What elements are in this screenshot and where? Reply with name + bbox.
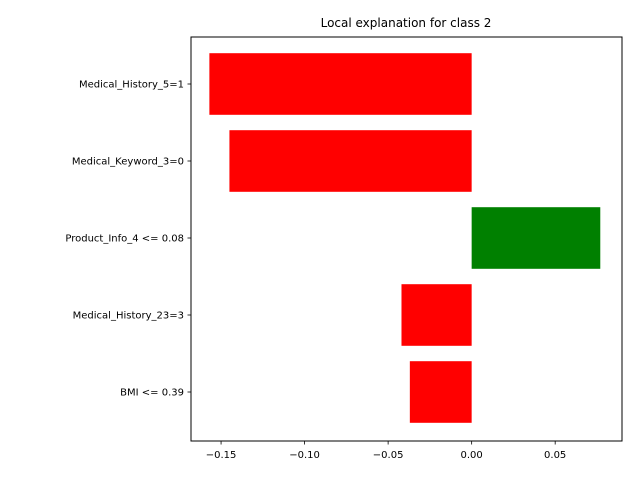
x-tick-label-0: −0.15: [206, 450, 237, 461]
y-tick-label-4: BMI <= 0.39: [120, 388, 184, 399]
x-tick-label-4: 0.05: [544, 450, 566, 461]
bars-group: [209, 53, 601, 423]
x-tick-label-3: 0.00: [461, 450, 483, 461]
bar-3: [401, 284, 472, 346]
y-ticks-group: Medical_History_5=1 Medical_Keyword_3=0 Pr…: [65, 80, 191, 399]
x-tick-label-2: −0.05: [373, 450, 404, 461]
bar-2: [471, 207, 601, 269]
y-tick-label-3: Medical_History_23=3: [73, 311, 184, 322]
x-tick-label-1: −0.10: [289, 450, 320, 461]
plot-frame: [190, 36, 623, 442]
y-tick-label-0: Medical_History_5=1: [79, 80, 184, 91]
bar-0: [209, 53, 472, 115]
bar-1: [229, 130, 472, 192]
chart-title: Local explanation for class 2: [321, 16, 492, 30]
y-tick-label-2: Product_Info_4 <= 0.08: [65, 234, 184, 245]
y-tick-label-1: Medical_Keyword_3=0: [72, 157, 184, 168]
x-ticks-group: −0.15 −0.10 −0.05 0.00 0.05: [206, 441, 566, 461]
bar-4: [409, 361, 472, 423]
